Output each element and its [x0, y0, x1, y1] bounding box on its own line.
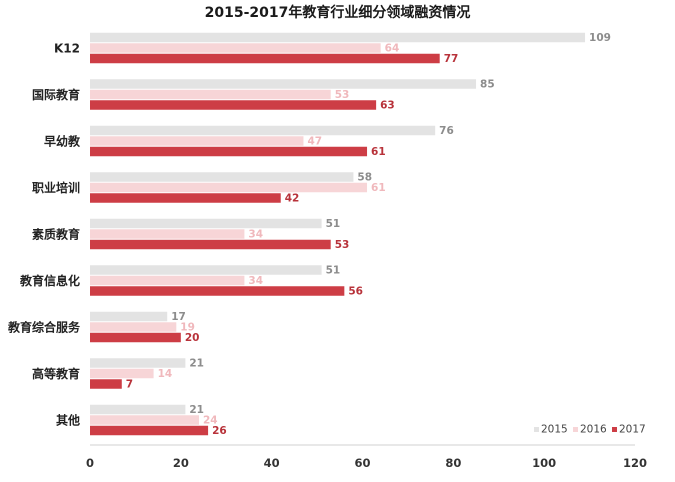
bar-2015 — [90, 125, 436, 136]
bar-2016 — [90, 182, 368, 193]
data-label-2017: 77 — [444, 53, 459, 65]
data-label-2015: 17 — [171, 311, 186, 323]
bar-2016 — [90, 43, 381, 53]
category-label: 国际教育 — [32, 87, 80, 102]
x-tick-label: 40 — [264, 456, 280, 470]
data-label-2017: 26 — [212, 425, 227, 437]
legend-swatch-2017 — [612, 427, 617, 432]
data-label-2015: 76 — [439, 125, 454, 137]
data-label-2017: 53 — [335, 239, 350, 251]
category-label: 早幼教 — [44, 134, 81, 149]
bar-2016 — [90, 322, 177, 332]
data-label-2016: 47 — [307, 136, 322, 148]
data-label-2017: 42 — [285, 193, 300, 205]
data-label-2017: 7 — [126, 379, 133, 391]
data-label-2017: 56 — [348, 286, 363, 298]
data-label-2017: 20 — [185, 332, 200, 344]
legend-label-2017: 2017 — [619, 424, 646, 436]
data-label-2017: 61 — [371, 146, 386, 158]
category-label: 职业培训 — [32, 180, 80, 195]
x-tick-label: 60 — [354, 456, 370, 470]
category-label: 教育信息化 — [19, 273, 80, 288]
data-label-2016: 34 — [248, 229, 263, 241]
data-label-2015: 21 — [189, 404, 204, 416]
data-label-2015: 51 — [326, 218, 341, 230]
bar-2015 — [90, 172, 354, 182]
bar-2015 — [90, 218, 322, 229]
data-label-2015: 58 — [357, 172, 372, 184]
bar-2016 — [90, 368, 154, 379]
bar-2015 — [90, 358, 186, 368]
x-tick-label: 100 — [532, 456, 556, 470]
bar-2017 — [90, 239, 331, 250]
data-label-2016: 19 — [180, 322, 195, 334]
x-tick-label: 120 — [623, 456, 647, 470]
category-label: 其他 — [56, 413, 80, 428]
x-tick-label: 20 — [173, 456, 189, 470]
category-label: 高等教育 — [32, 366, 80, 381]
data-label-2015: 85 — [480, 79, 495, 91]
bar-2015 — [90, 32, 586, 43]
data-label-2016: 61 — [371, 182, 386, 194]
data-label-2016: 24 — [203, 415, 218, 427]
bar-2016 — [90, 229, 245, 239]
x-tick-label: 80 — [445, 456, 461, 470]
legend-swatch-2016 — [573, 427, 578, 432]
data-label-2016: 53 — [335, 89, 350, 101]
category-label: 素质教育 — [32, 227, 80, 242]
bar-2016 — [90, 415, 199, 425]
legend-label-2016: 2016 — [580, 424, 607, 436]
legend-label-2015: 2015 — [541, 424, 568, 436]
bar-2015 — [90, 404, 186, 415]
x-tick-label: 0 — [86, 456, 94, 470]
bar-2017 — [90, 53, 440, 64]
data-label-2016: 14 — [158, 368, 173, 380]
bar-2017 — [90, 425, 209, 436]
bar-2017 — [90, 332, 181, 343]
bar-2017 — [90, 193, 281, 203]
data-label-2015: 109 — [589, 32, 611, 44]
category-label: 教育综合服务 — [7, 320, 81, 335]
bar-2017 — [90, 379, 122, 389]
bar-2016 — [90, 89, 331, 100]
bar-2015 — [90, 311, 168, 322]
bar-2016 — [90, 275, 245, 286]
data-label-2016: 34 — [248, 275, 263, 287]
data-label-2015: 51 — [326, 265, 341, 277]
bar-2015 — [90, 79, 477, 89]
bar-2017 — [90, 286, 345, 296]
chart-title: 2015-2017年教育行业细分领域融资情况 — [204, 5, 471, 21]
bar-2016 — [90, 136, 304, 146]
category-label: K12 — [54, 42, 80, 56]
data-label-2017: 63 — [380, 100, 395, 112]
legend-swatch-2015 — [534, 427, 539, 432]
data-label-2015: 21 — [189, 358, 204, 370]
data-label-2016: 64 — [385, 43, 400, 55]
bar-2017 — [90, 146, 368, 157]
bar-2015 — [90, 265, 322, 275]
bar-2017 — [90, 100, 377, 110]
